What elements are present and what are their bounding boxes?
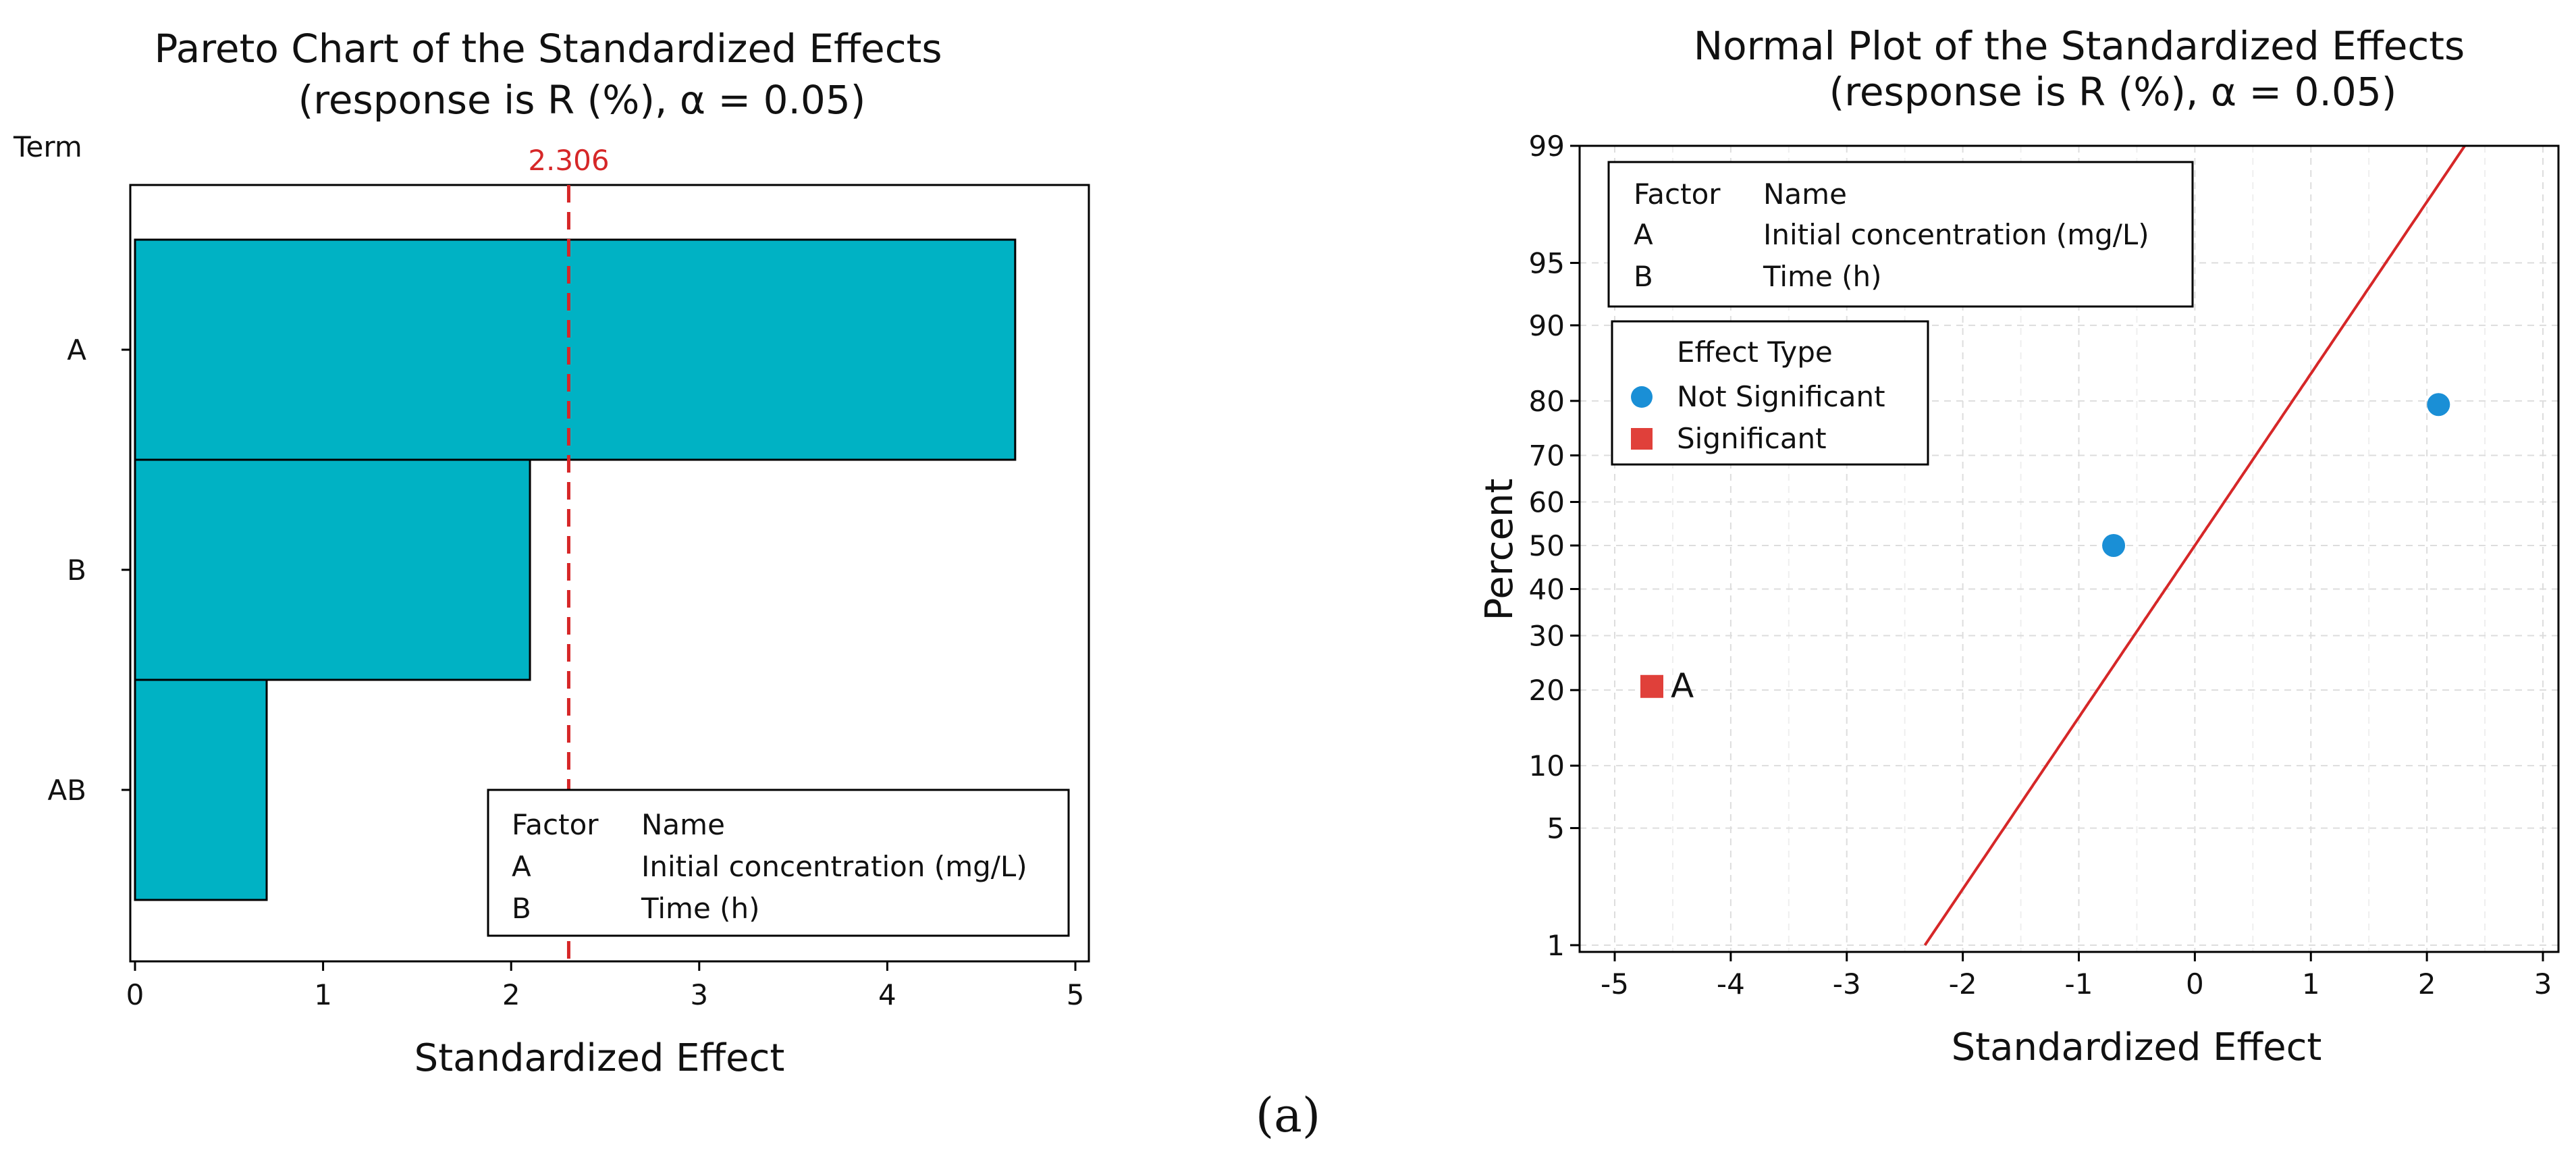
normal-x-ticks: -5 -4 -3 -2 -1 0 1 2 3 <box>1601 952 2552 1001</box>
pareto-title: Pareto Chart of the Standardized Effects <box>154 26 942 72</box>
normal-y-axis-title: Percent <box>1478 479 1522 621</box>
pareto-bar-a <box>134 238 1017 461</box>
pareto-bars <box>134 238 1017 901</box>
normal-point-not-significant <box>2427 393 2450 417</box>
pareto-subtitle: (response is R (%), α = 0.05) <box>298 77 866 123</box>
normal-legend-header-name: Name <box>1763 178 1847 211</box>
pareto-x-tick-label: 3 <box>690 978 708 1011</box>
effect-type-significant-label: Significant <box>1677 422 1827 455</box>
pareto-x-tick-label: 1 <box>314 978 332 1011</box>
pareto-legend-header-name: Name <box>641 808 725 841</box>
pareto-term-label: Term <box>13 130 82 163</box>
normal-plot-frame <box>1578 144 2560 953</box>
normal-fit-line-group <box>1923 144 2466 947</box>
effect-type-legend-title: Effect Type <box>1677 336 1833 369</box>
pareto-legend-factor-b: B <box>512 892 531 925</box>
normal-y-tick-label: 50 <box>1529 529 1565 562</box>
normal-x-tick-label: -4 <box>1717 967 1745 1001</box>
normal-legend-box <box>1607 161 2194 308</box>
pareto-y-tick-label: B <box>67 554 86 587</box>
normal-y-tick-label: 1 <box>1547 929 1565 962</box>
figure-caption: (a) <box>1256 1088 1320 1143</box>
pareto-x-ticks: 0 1 2 3 4 5 <box>126 961 1085 1011</box>
normal-y-tick-label: 70 <box>1529 440 1565 473</box>
pareto-reference-label: 2.306 <box>528 144 609 177</box>
pareto-legend-name-a: Initial concentration (mg/L) <box>641 850 1027 883</box>
pareto-bar-b <box>134 458 531 681</box>
significant-marker-icon <box>1631 428 1653 450</box>
normal-x-axis-title: Standardized Effect <box>1952 1026 2322 1069</box>
normal-y-tick-label: 40 <box>1529 572 1565 606</box>
normal-y-tick-label: 10 <box>1529 749 1565 782</box>
normal-y-ticks: 1 5 10 20 30 40 50 60 70 80 90 95 99 <box>1529 130 1580 962</box>
normal-fit-line <box>1923 144 2466 947</box>
pareto-x-tick-label: 0 <box>126 978 144 1011</box>
normal-legend-header-factor: Factor <box>1634 178 1721 211</box>
pareto-plot-frame <box>129 184 1090 963</box>
normal-subtitle: (response is R (%), α = 0.05) <box>1829 69 2397 115</box>
normal-plot-chart: Normal Plot of the Standardized Effects … <box>1478 23 2560 1069</box>
normal-y-tick-label: 5 <box>1547 812 1565 845</box>
normal-x-tick-label: -2 <box>1949 967 1977 1001</box>
normal-point-not-significant <box>2102 534 2126 557</box>
pareto-y-tick-label: AB <box>47 774 86 807</box>
pareto-chart: Pareto Chart of the Standardized Effects… <box>13 26 1090 1080</box>
pareto-x-tick-label: 4 <box>878 978 896 1011</box>
pareto-factor-legend: Factor Name A Initial concentration (mg/… <box>487 789 1070 937</box>
pareto-reference-line-group: 2.306 <box>528 144 610 961</box>
not-significant-marker-icon <box>1631 386 1653 408</box>
normal-y-tick-label: 90 <box>1529 309 1565 342</box>
normal-x-tick-label: 0 <box>2186 967 2204 1001</box>
normal-legend-factor-b: B <box>1634 260 1653 293</box>
normal-x-tick-label: 2 <box>2418 967 2436 1001</box>
pareto-bar-ab <box>134 678 268 901</box>
normal-effect-type-legend: Effect Type Not Significant Significant <box>1611 320 1929 466</box>
normal-title: Normal Plot of the Standardized Effects <box>1694 23 2465 69</box>
normal-legend-name-b: Time (h) <box>1763 260 1882 293</box>
pareto-y-tick-label: A <box>67 334 86 367</box>
effect-type-not-significant-label: Not Significant <box>1677 380 1885 413</box>
normal-legend-factor-a: A <box>1634 218 1653 251</box>
pareto-x-tick-label: 5 <box>1067 978 1085 1011</box>
normal-y-tick-label: 30 <box>1529 619 1565 652</box>
normal-y-tick-label: 95 <box>1529 246 1565 279</box>
pareto-x-axis-title: Standardized Effect <box>414 1036 785 1080</box>
normal-y-tick-label: 99 <box>1529 130 1565 163</box>
pareto-legend-factor-a: A <box>512 850 531 883</box>
normal-x-tick-label: -1 <box>2065 967 2093 1001</box>
normal-y-tick-label: 20 <box>1529 674 1565 707</box>
pareto-legend-name-b: Time (h) <box>641 892 760 925</box>
pareto-legend-box <box>487 789 1070 937</box>
normal-y-tick-label: 80 <box>1529 385 1565 418</box>
normal-x-tick-label: 1 <box>2302 967 2320 1001</box>
normal-point-significant <box>1640 674 1663 698</box>
normal-y-tick-label: 60 <box>1529 486 1565 519</box>
normal-x-tick-label: -5 <box>1601 967 1629 1001</box>
normal-x-tick-label: -3 <box>1833 967 1861 1001</box>
normal-x-tick-label: 3 <box>2534 967 2552 1001</box>
effect-type-legend-box <box>1611 320 1929 466</box>
normal-points: A <box>1640 393 2450 705</box>
pareto-legend-header-factor: Factor <box>512 808 599 841</box>
normal-point-label: A <box>1671 666 1694 705</box>
normal-factor-legend: Factor Name A Initial concentration (mg/… <box>1607 161 2194 308</box>
pareto-x-tick-label: 2 <box>502 978 520 1011</box>
normal-legend-name-a: Initial concentration (mg/L) <box>1763 218 2149 251</box>
